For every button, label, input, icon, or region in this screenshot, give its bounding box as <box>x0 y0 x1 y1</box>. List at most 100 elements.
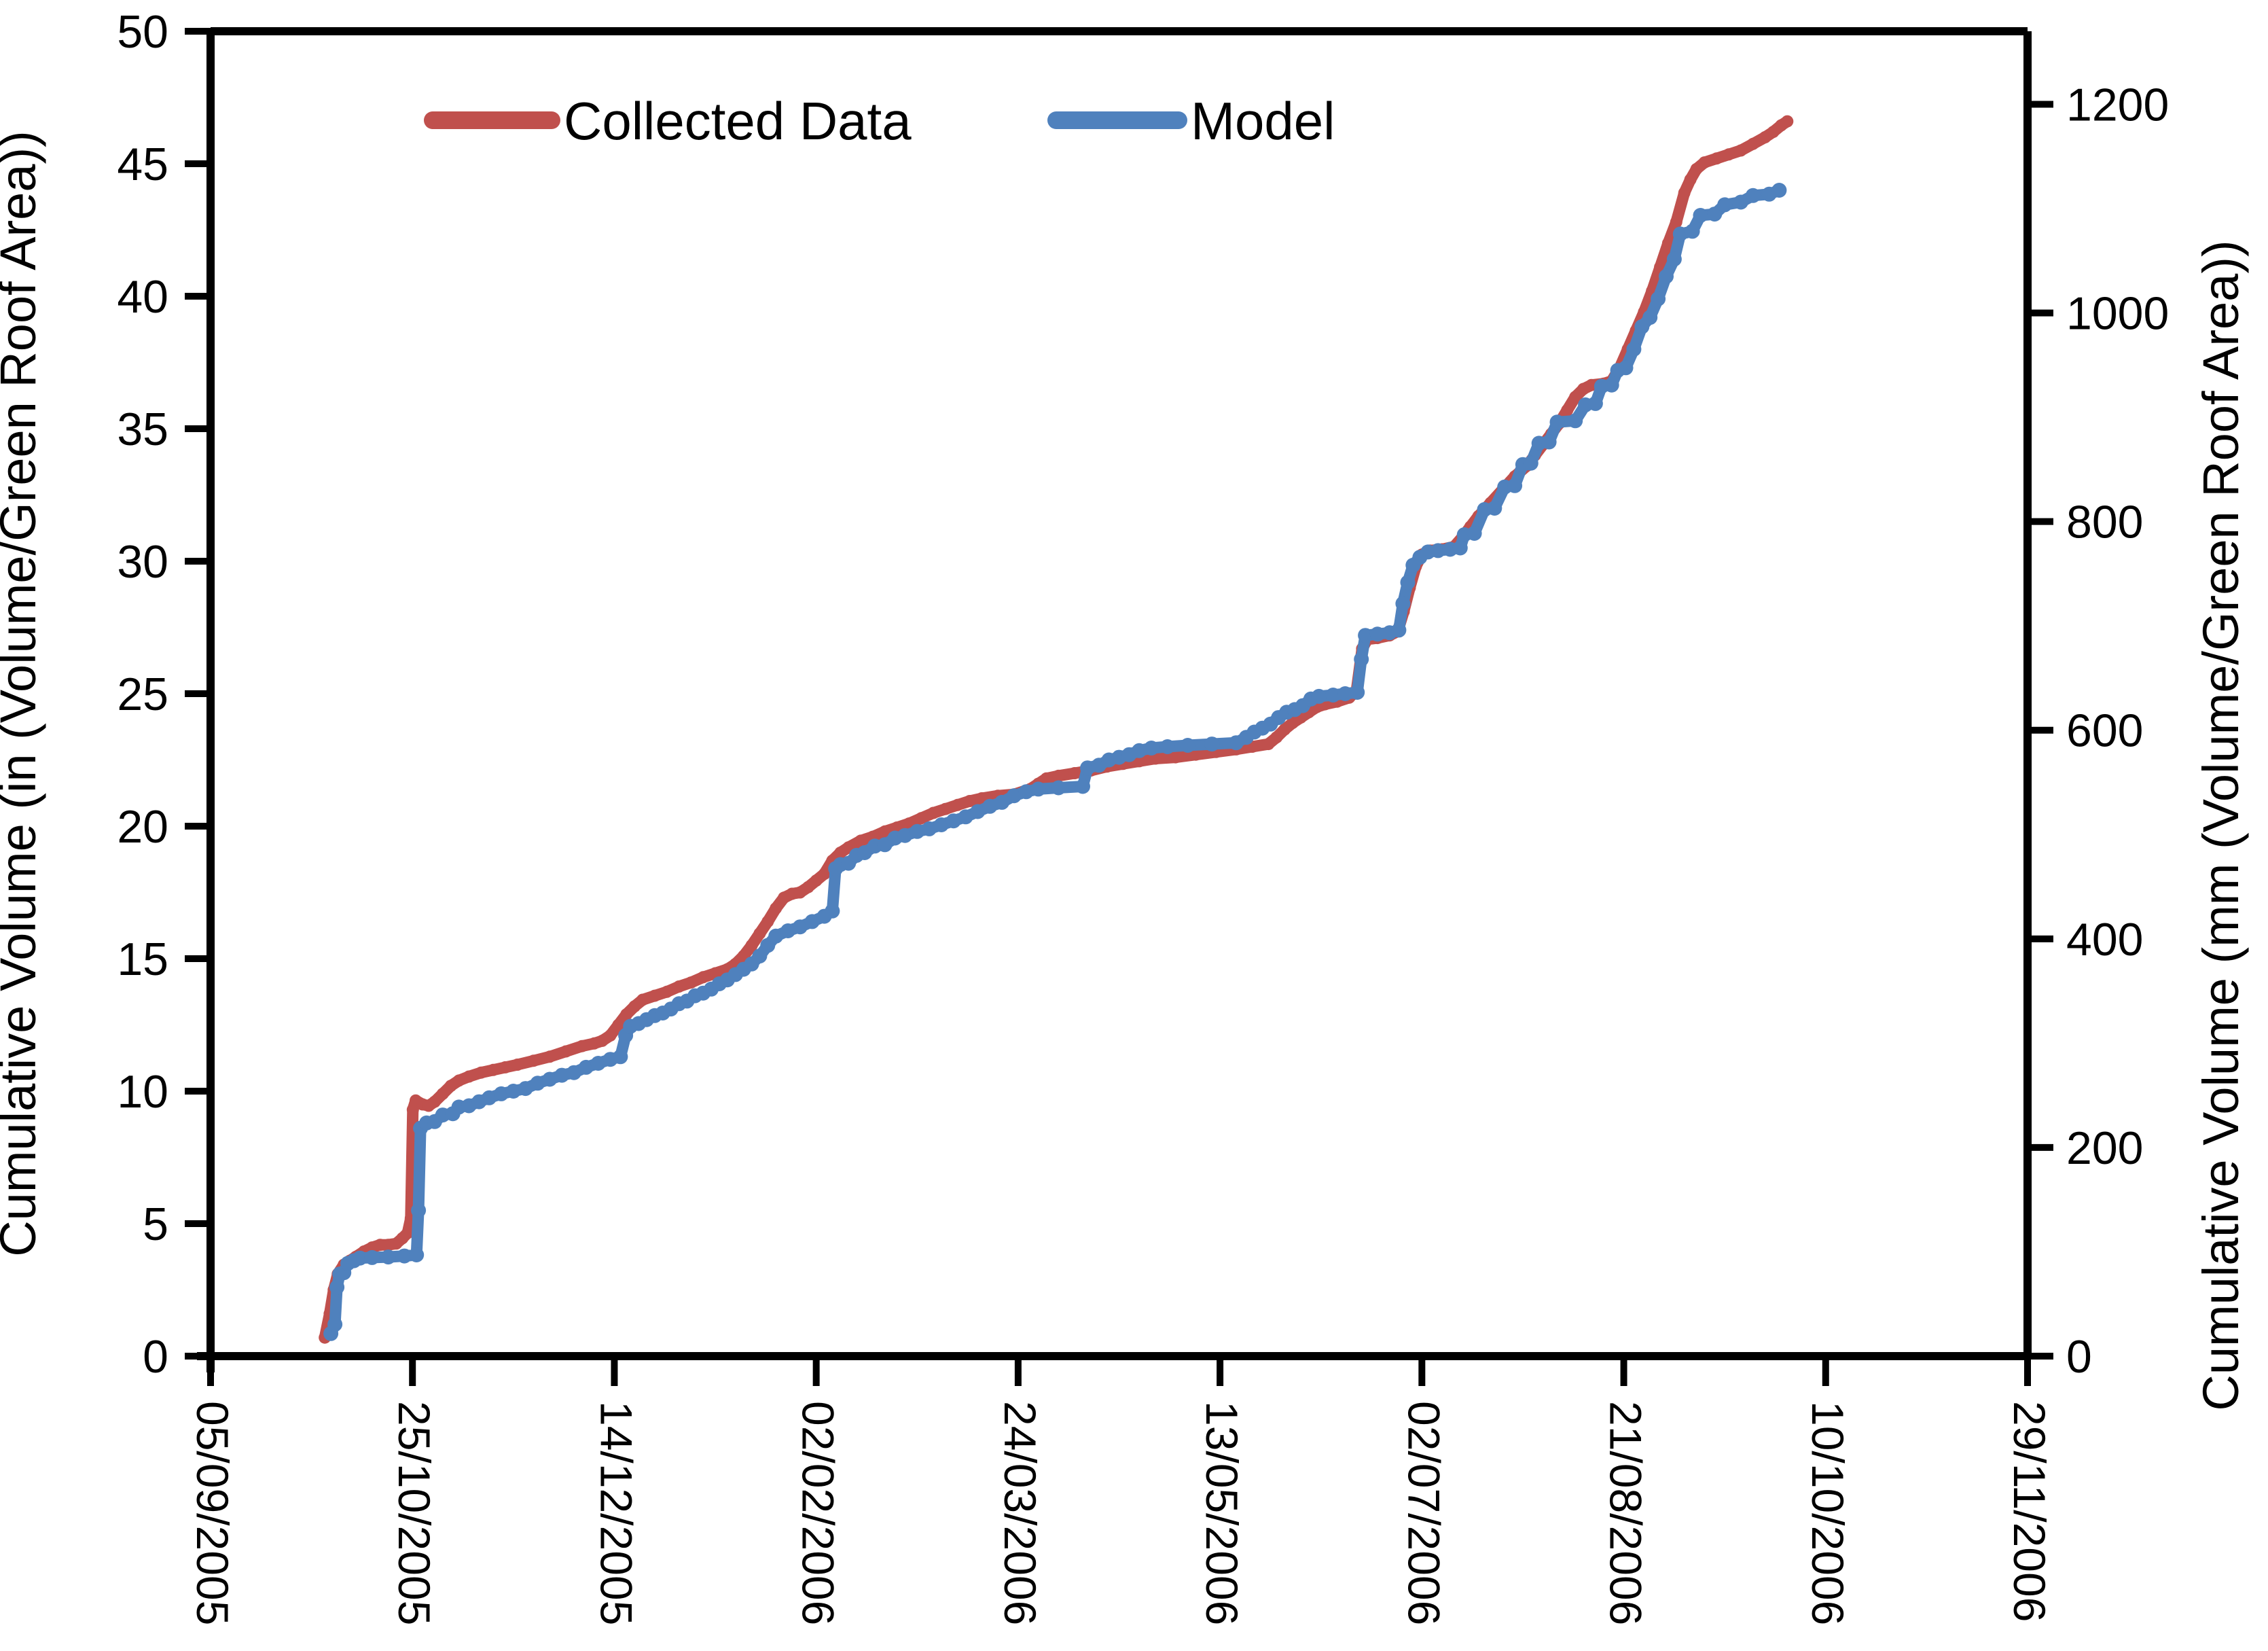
series-marker-collected-data <box>753 927 766 940</box>
series-marker-model <box>1604 377 1619 393</box>
series-marker-collected-data <box>672 980 685 993</box>
series-marker-model <box>1618 360 1634 376</box>
y-right-tick-label: 1000 <box>2066 288 2169 340</box>
series-marker-collected-data <box>660 985 673 998</box>
legend: Collected Data Model <box>424 91 1335 151</box>
series-marker-collected-data <box>1040 772 1053 785</box>
series-marker-collected-data <box>636 993 649 1006</box>
generated-plot-content: 0 5 10 15 20 25 30 35 40 45 50 0 200 400 600 800 1000 120… <box>117 6 2169 1625</box>
series-marker-model <box>1707 207 1723 222</box>
series-marker-model <box>578 1059 594 1075</box>
legend-label-model: Model <box>1191 91 1335 151</box>
series-marker-collected-data <box>436 1087 449 1100</box>
series-marker-model <box>1132 743 1147 758</box>
series-marker-collected-data <box>1133 755 1146 768</box>
series-marker-model <box>1487 501 1502 516</box>
series-marker-collected-data <box>527 1054 540 1067</box>
series-marker-model <box>505 1084 521 1099</box>
series-marker-model <box>411 1203 427 1218</box>
series-marker-model <box>1507 478 1523 493</box>
y-right-tick-label: 0 <box>2066 1331 2092 1383</box>
series-marker-model <box>946 813 961 829</box>
series-marker-collected-data <box>648 989 661 1002</box>
series-marker-model <box>1666 251 1682 267</box>
series-marker-model <box>1358 628 1373 643</box>
series-marker-model <box>897 828 913 843</box>
series-marker-model <box>1523 455 1538 471</box>
series-marker-model <box>1030 781 1046 797</box>
series-marker-collected-data <box>1189 748 1202 761</box>
series-marker-collected-data <box>511 1059 524 1071</box>
series-marker-model <box>1717 197 1733 213</box>
series-marker-model <box>768 928 784 944</box>
series-marker-collected-data <box>406 1103 419 1116</box>
series-marker-model <box>1006 788 1022 804</box>
series-marker-collected-data <box>951 798 964 811</box>
series-marker-collected-data <box>770 902 782 915</box>
series-marker-model <box>554 1067 570 1083</box>
x-tick-label: 02/02/2006 <box>793 1401 844 1625</box>
series-marker-model <box>1672 226 1688 242</box>
series-marker-collected-data <box>475 1066 488 1079</box>
series-marker-collected-data <box>1670 215 1682 228</box>
series-marker-model <box>752 948 768 964</box>
x-tick-label: 13/05/2006 <box>1197 1401 1247 1625</box>
series-marker-model <box>1430 543 1446 558</box>
series-marker-collected-data <box>745 939 758 952</box>
series-marker-collected-data <box>1262 738 1275 751</box>
series-marker-model <box>1395 596 1411 611</box>
series-marker-model <box>482 1090 497 1105</box>
y-right-tick-label: 600 <box>2066 705 2143 757</box>
axes-spines <box>197 27 2032 1372</box>
y-left-tick-label: 45 <box>117 139 168 190</box>
series-marker-collected-data <box>1169 751 1182 764</box>
series-marker-model <box>1452 540 1468 556</box>
x-tick-label: 29/11/2006 <box>2004 1401 2055 1622</box>
series-marker-collected-data <box>1278 723 1291 736</box>
series-marker-collected-data <box>1068 767 1081 779</box>
series-marker-collected-data <box>1149 752 1162 765</box>
series-marker-collected-data <box>604 1029 617 1042</box>
series-marker-model <box>994 794 1010 810</box>
x-tick-label: 25/10/2005 <box>389 1401 439 1625</box>
x-tick-label: 14/12/2005 <box>591 1401 641 1625</box>
series-marker-collected-data <box>1661 237 1674 249</box>
series-marker-collected-data <box>1723 148 1735 161</box>
series-marker-model <box>329 1279 345 1295</box>
series-marker-model <box>327 1317 343 1332</box>
series-marker-collected-data <box>1734 144 1747 157</box>
left-axis-title: Cumulative Volume (in (Volume/Green Roof… <box>0 130 46 1257</box>
right-axis-title: Cumulative Volume (mm (Volume/Green Roof… <box>2193 240 2249 1410</box>
series-marker-model <box>530 1076 545 1091</box>
series-marker-collected-data <box>452 1074 465 1087</box>
y-left-tick-label: 30 <box>117 536 168 588</box>
legend-label-collected-data: Collected Data <box>564 91 912 151</box>
series-marker-model <box>958 809 973 825</box>
series-marker-collected-data <box>939 802 952 815</box>
series-line-model <box>325 184 1785 1340</box>
series-marker-collected-data <box>1561 404 1574 416</box>
series-marker-model <box>1391 622 1407 638</box>
y-left-tick-label: 35 <box>117 404 168 455</box>
series-marker-collected-data <box>628 1000 641 1013</box>
series-marker-collected-data <box>709 967 722 980</box>
series-marker-collected-data <box>685 976 698 989</box>
series-marker-model <box>1659 268 1674 284</box>
series-marker-model <box>1685 224 1700 239</box>
series-marker-model <box>1018 784 1034 800</box>
series-marker-model <box>1642 310 1658 325</box>
series-marker-model <box>933 817 949 832</box>
series-marker-collected-data <box>927 806 940 819</box>
series-marker-model <box>494 1086 509 1101</box>
y-right-tick-label: 400 <box>2066 914 2143 965</box>
series-marker-model <box>1541 434 1557 450</box>
series-marker-model <box>1080 760 1096 776</box>
series-marker-model <box>1144 741 1159 756</box>
series-marker-model <box>590 1056 606 1071</box>
series-marker-model <box>518 1081 533 1097</box>
series-marker-model <box>1354 652 1369 667</box>
series-marker-model <box>397 1248 412 1264</box>
series-marker-model <box>542 1071 558 1087</box>
series-marker-model <box>1159 739 1175 754</box>
series-marker-collected-data <box>1767 126 1780 139</box>
